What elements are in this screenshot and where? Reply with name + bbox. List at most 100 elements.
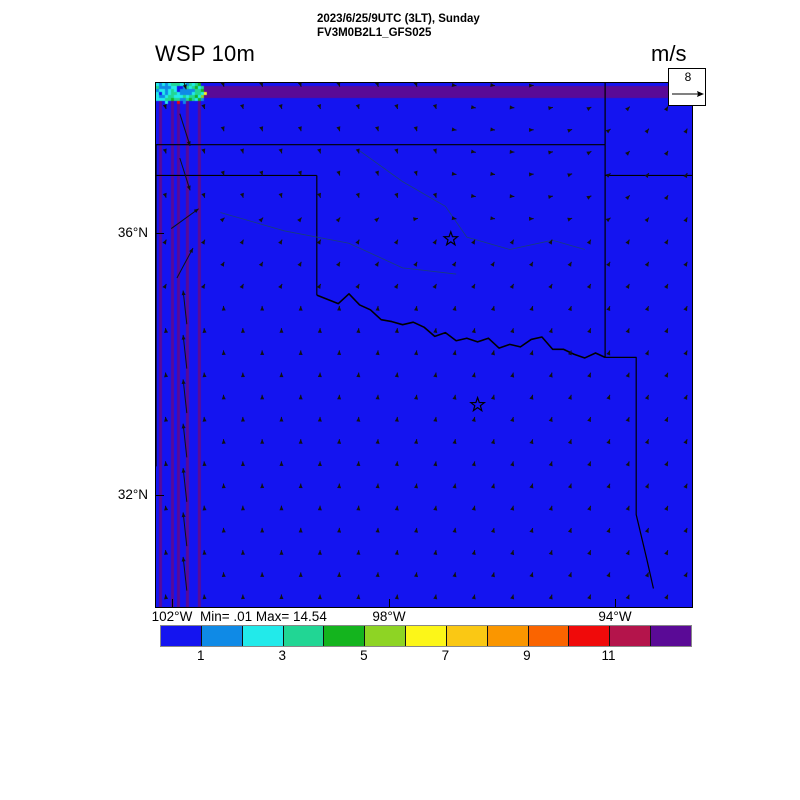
wind-vector-arrow: [567, 350, 572, 356]
wind-vector-arrow: [298, 305, 303, 311]
wind-vector-arrow: [260, 439, 265, 444]
wind-vector-arrow: [355, 239, 360, 245]
wind-vector-arrow: [606, 439, 611, 445]
wind-vector-arrow: [432, 148, 437, 154]
wind-vector-arrow: [529, 350, 534, 356]
wind-vector-arrow: [297, 83, 302, 87]
border-red-river-texas-oklahoma: [316, 292, 606, 359]
wind-vector-arrow: [414, 350, 419, 356]
wind-vector-arrow: [471, 550, 476, 555]
wind-vector-arrow: [337, 350, 342, 356]
wind-vector-arrow: [664, 594, 669, 600]
colorbar-swatch: [283, 626, 325, 646]
wind-vector-arrow: [490, 572, 495, 578]
wind-vector-arrow: [337, 527, 342, 533]
wind-vector-arrow: [413, 261, 418, 267]
wind-vector-arrow: [414, 527, 419, 533]
wind-vector-arrow: [663, 106, 669, 112]
wind-vector-arrow: [317, 594, 322, 600]
wind-vector-arrow: [317, 505, 322, 511]
wind-vector-arrow: [278, 283, 283, 289]
wind-vector-arrow: [240, 372, 245, 378]
wind-vector-arrow: [375, 305, 380, 311]
wind-vector-arrow: [298, 572, 303, 577]
wind-vector-arrow: [259, 126, 264, 132]
wind-vector-arrow: [644, 261, 650, 267]
wind-vector-arrow: [470, 149, 476, 154]
wind-vector-arrow: [625, 594, 630, 600]
wind-vector-arrow: [202, 594, 207, 600]
wind-vector-arrow: [164, 594, 169, 600]
wind-vector-arrow: [202, 372, 207, 378]
wind-vector-arrow: [664, 239, 669, 245]
wind-vector-arrow: [240, 550, 245, 555]
wind-vector-arrow: [336, 170, 341, 176]
wind-vector-arrow: [510, 328, 515, 334]
wind-vector-arrow: [548, 239, 553, 245]
wind-vector-arrow: [181, 468, 188, 502]
wind-vector-arrow: [374, 83, 379, 87]
wind-vector-arrow: [164, 505, 169, 511]
wind-vector-arrow: [200, 239, 206, 245]
wind-vector-arrow: [625, 283, 630, 289]
map-plot-area[interactable]: [155, 82, 693, 608]
axis-label-latitude-32n: 32°N: [117, 487, 148, 502]
wind-vector-arrow: [258, 217, 264, 223]
wind-vector-arrow: [317, 372, 322, 378]
wind-vector-arrow: [414, 483, 419, 489]
wind-vector-arrow: [240, 192, 244, 198]
wind-vector-arrow: [317, 148, 321, 154]
wind-vector-arrow: [240, 461, 245, 466]
wind-vector-arrow: [260, 572, 265, 577]
wind-vector-arrow: [221, 305, 226, 311]
axis-tick-longitude: [172, 599, 174, 608]
wind-vector-arrow: [625, 372, 630, 378]
wind-vector-arrow: [548, 106, 553, 111]
wind-vector-arrow: [451, 83, 457, 87]
wind-vector-arrow: [240, 505, 245, 511]
wind-vector-arrow: [335, 217, 341, 223]
wind-vector-arrow: [606, 527, 611, 533]
wind-vector-arrow: [316, 283, 322, 289]
wind-vector-arrow: [260, 527, 265, 533]
wind-vector-arrow: [221, 394, 226, 400]
wind-vector-arrow: [663, 150, 669, 156]
colorbar-swatch: [528, 626, 570, 646]
wind-vector-arrow: [355, 283, 360, 289]
wind-vector-arrow: [529, 483, 534, 489]
colorbar-tick-label: 9: [523, 648, 531, 663]
wind-vector-arrow: [548, 283, 553, 289]
units-label: m/s: [651, 41, 687, 66]
wind-vector-arrow: [471, 594, 476, 600]
wind-vector-arrow: [433, 594, 438, 600]
wind-vector-arrow: [317, 104, 321, 110]
wind-vector-arrow: [394, 148, 399, 154]
wind-vector-arrow: [644, 394, 650, 400]
wind-vector-arrow: [451, 216, 457, 221]
colorbar[interactable]: [160, 625, 692, 647]
wind-vector-arrow: [240, 104, 244, 110]
wind-vector-arrow: [548, 195, 553, 200]
wind-vector-arrow: [201, 192, 206, 198]
wind-vector-arrow: [336, 126, 341, 132]
wind-vector-arrow: [221, 439, 226, 444]
wind-vector-arrow: [375, 527, 380, 533]
wind-vector-arrow: [164, 372, 169, 378]
wind-vector-arrow: [279, 461, 284, 466]
wind-vector-arrow: [683, 572, 688, 578]
wind-vector-arrow: [510, 549, 515, 556]
wind-vector-arrow: [452, 394, 457, 400]
wind-vector-arrow: [586, 283, 592, 289]
wind-vector-arrow: [644, 527, 650, 533]
wind-vector-arrow: [181, 290, 188, 325]
wind-vector-arrow: [239, 283, 244, 289]
wind-vector-arrow: [240, 416, 245, 422]
wind-vector-arrow: [258, 261, 264, 267]
wind-vector-arrow: [162, 239, 167, 245]
wind-vector-arrow: [221, 527, 226, 533]
wind-vector-arrow: [176, 247, 194, 279]
wind-vector-arrow: [567, 439, 572, 445]
wind-vector-arrow: [528, 128, 534, 133]
wind-vector-arrow: [644, 439, 650, 445]
wind-vector-arrow: [259, 170, 264, 176]
